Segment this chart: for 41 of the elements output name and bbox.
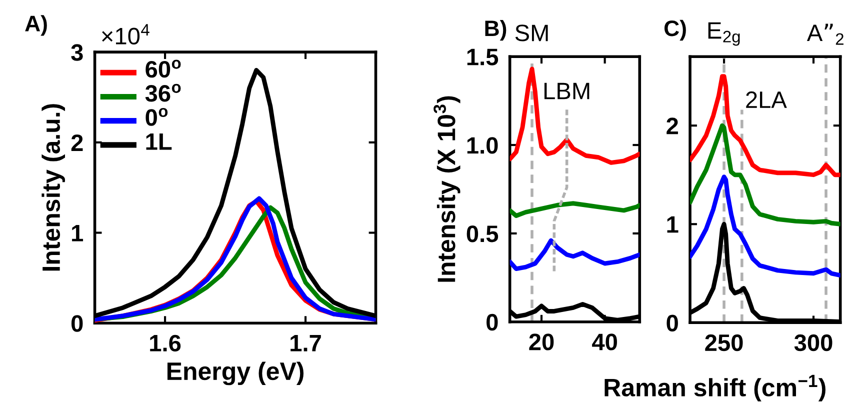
x-tick-label: 1.6 — [150, 334, 181, 352]
line-series — [552, 108, 568, 274]
x-tick-label: 250 — [705, 334, 743, 352]
line-series — [510, 201, 640, 218]
line-series — [690, 174, 840, 278]
y-tick-label: 2 — [666, 118, 678, 134]
y-tick-label: 1 — [667, 216, 678, 233]
text: ×10$^{4}$ — [102, 24, 150, 44]
y-tick-label: 0 — [486, 314, 498, 331]
ref-line-label: 2LA — [746, 91, 787, 108]
y-tick-label: 1.0 — [467, 137, 498, 154]
chart-title: B) — [485, 20, 506, 41]
x-tick-label: 300 — [794, 334, 832, 352]
line-series — [690, 74, 840, 178]
x-tick-label: 40 — [592, 334, 617, 350]
y-axis-title: Intensity (a.u.) — [42, 104, 65, 271]
annotation: LBM — [544, 82, 590, 100]
ref-line-label: SM — [515, 24, 548, 42]
y-tick-label: 3 — [71, 44, 83, 61]
y-axis-title: Intensity (X 10$^{3}$) — [434, 96, 460, 282]
x-axis-title: Energy (eV) — [167, 362, 304, 386]
line-series — [690, 123, 840, 226]
y-tick-label: 0 — [71, 315, 83, 332]
y-tick-label: 0 — [666, 314, 678, 332]
chart-title: A) — [25, 15, 47, 36]
y-tick-label: 0.5 — [466, 225, 498, 242]
line-series — [510, 238, 640, 272]
ref-line-label: E$_{2g}$ — [708, 22, 740, 46]
legend-label: 60$^{o}$ — [146, 60, 181, 78]
ref-line-label: A”$_{2}$ — [806, 24, 844, 45]
x-tick-label: 1.7 — [290, 335, 321, 352]
legend-label: 36$^{o}$ — [145, 84, 181, 102]
y-tick-label: 1 — [72, 225, 84, 242]
legend-label: 0$^{o}$ — [146, 108, 168, 126]
chart-title: C) — [664, 20, 686, 41]
y-tick-label: 2 — [71, 134, 83, 151]
x-tick-label: 20 — [529, 334, 554, 350]
line-series — [510, 66, 640, 165]
legend-label: 1L — [146, 134, 172, 150]
x-axis-title: Raman shift (cm$^{−1}$) — [604, 374, 826, 402]
y-tick-label: 1.5 — [467, 48, 498, 66]
